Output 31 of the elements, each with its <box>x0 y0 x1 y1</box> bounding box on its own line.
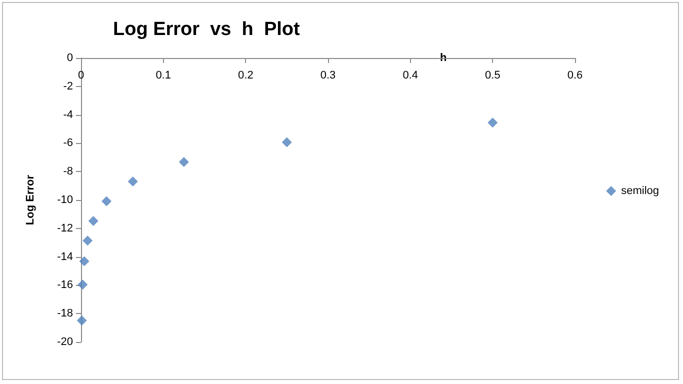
point <box>488 118 498 128</box>
y-tick-label: -16 <box>57 279 73 292</box>
y-tick-label: -4 <box>63 108 73 121</box>
y-tick-label: -6 <box>63 137 73 150</box>
x-tick-label: 0.5 <box>485 70 500 82</box>
y-tick-label: -12 <box>57 222 73 234</box>
point <box>78 280 88 290</box>
point <box>79 256 90 266</box>
x-tick-label: 0.2 <box>238 70 254 82</box>
y-axis-title: Log Error <box>24 174 36 226</box>
y-tick-label: -14 <box>57 250 73 263</box>
y-tick-label: 0 <box>66 52 73 64</box>
x-tick-label: 0.1 <box>156 70 171 82</box>
point <box>128 176 138 187</box>
chart-title: Log Error vs h Plot <box>113 19 301 40</box>
x-tick-label: 0.4 <box>402 70 418 82</box>
y-tick-label: -2 <box>63 80 73 92</box>
y-tick-label: -8 <box>63 166 73 178</box>
y-tick-label: -18 <box>57 308 73 320</box>
point <box>88 216 98 226</box>
y-tick-label: -10 <box>57 194 73 206</box>
point <box>82 236 93 246</box>
point <box>178 156 189 167</box>
x-tick-label: 0.6 <box>567 70 583 82</box>
x-tick-label: 0 <box>78 70 84 82</box>
point <box>282 137 292 148</box>
x-tick-label: 0.3 <box>320 70 336 82</box>
point <box>76 316 87 326</box>
point <box>102 196 112 206</box>
legend-label: semilog <box>621 185 659 197</box>
y-tick-label: -20 <box>57 336 73 348</box>
